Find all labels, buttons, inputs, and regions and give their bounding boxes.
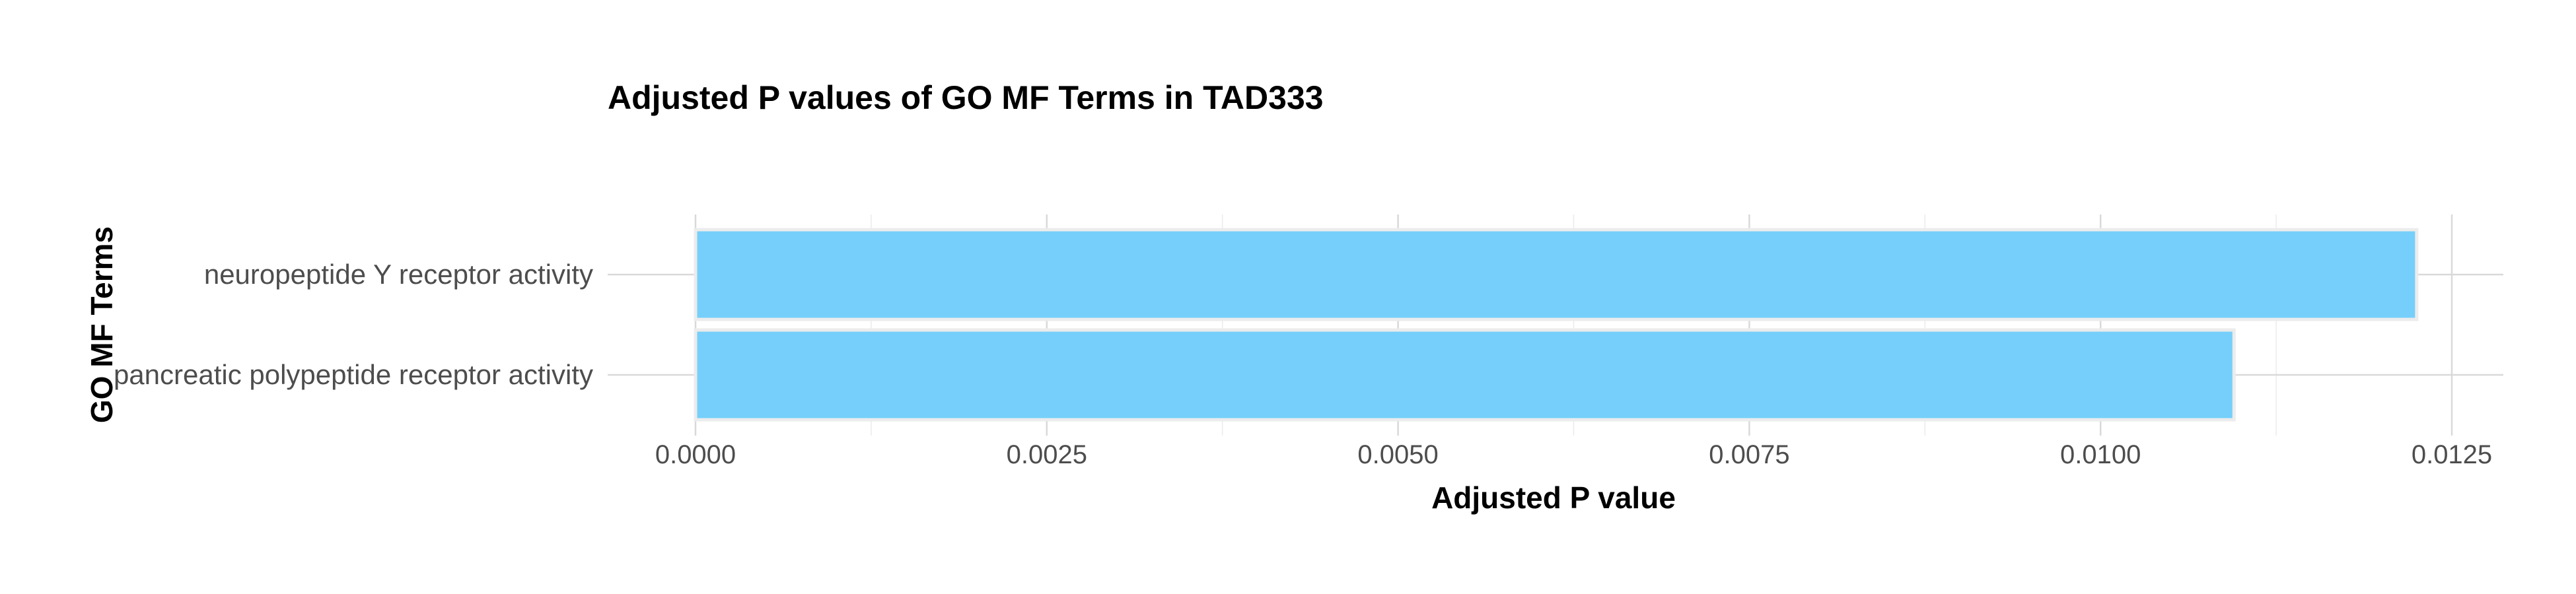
x-tick-label: 0.0025 (1007, 440, 1087, 469)
x-tick-label: 0.0125 (2412, 440, 2492, 469)
y-axis-title: GO MF Terms (85, 226, 119, 423)
bars (694, 228, 2419, 422)
y-tick-label: pancreatic polypeptide receptor activity (114, 359, 593, 390)
x-tick-label: 0.0100 (2060, 440, 2141, 469)
chart-title: Adjusted P values of GO MF Terms in TAD3… (608, 79, 1324, 116)
x-tick-label: 0.0050 (1357, 440, 1438, 469)
y-tick-label: neuropeptide Y receptor activity (204, 259, 593, 290)
axis-labels: neuropeptide Y receptor activity pancreat… (114, 259, 2492, 469)
bar (694, 328, 2236, 422)
bar (694, 228, 2419, 321)
x-tick-label: 0.0075 (1709, 440, 1789, 469)
x-tick-label: 0.0000 (655, 440, 736, 469)
x-axis-title: Adjusted P value (1431, 480, 1676, 515)
